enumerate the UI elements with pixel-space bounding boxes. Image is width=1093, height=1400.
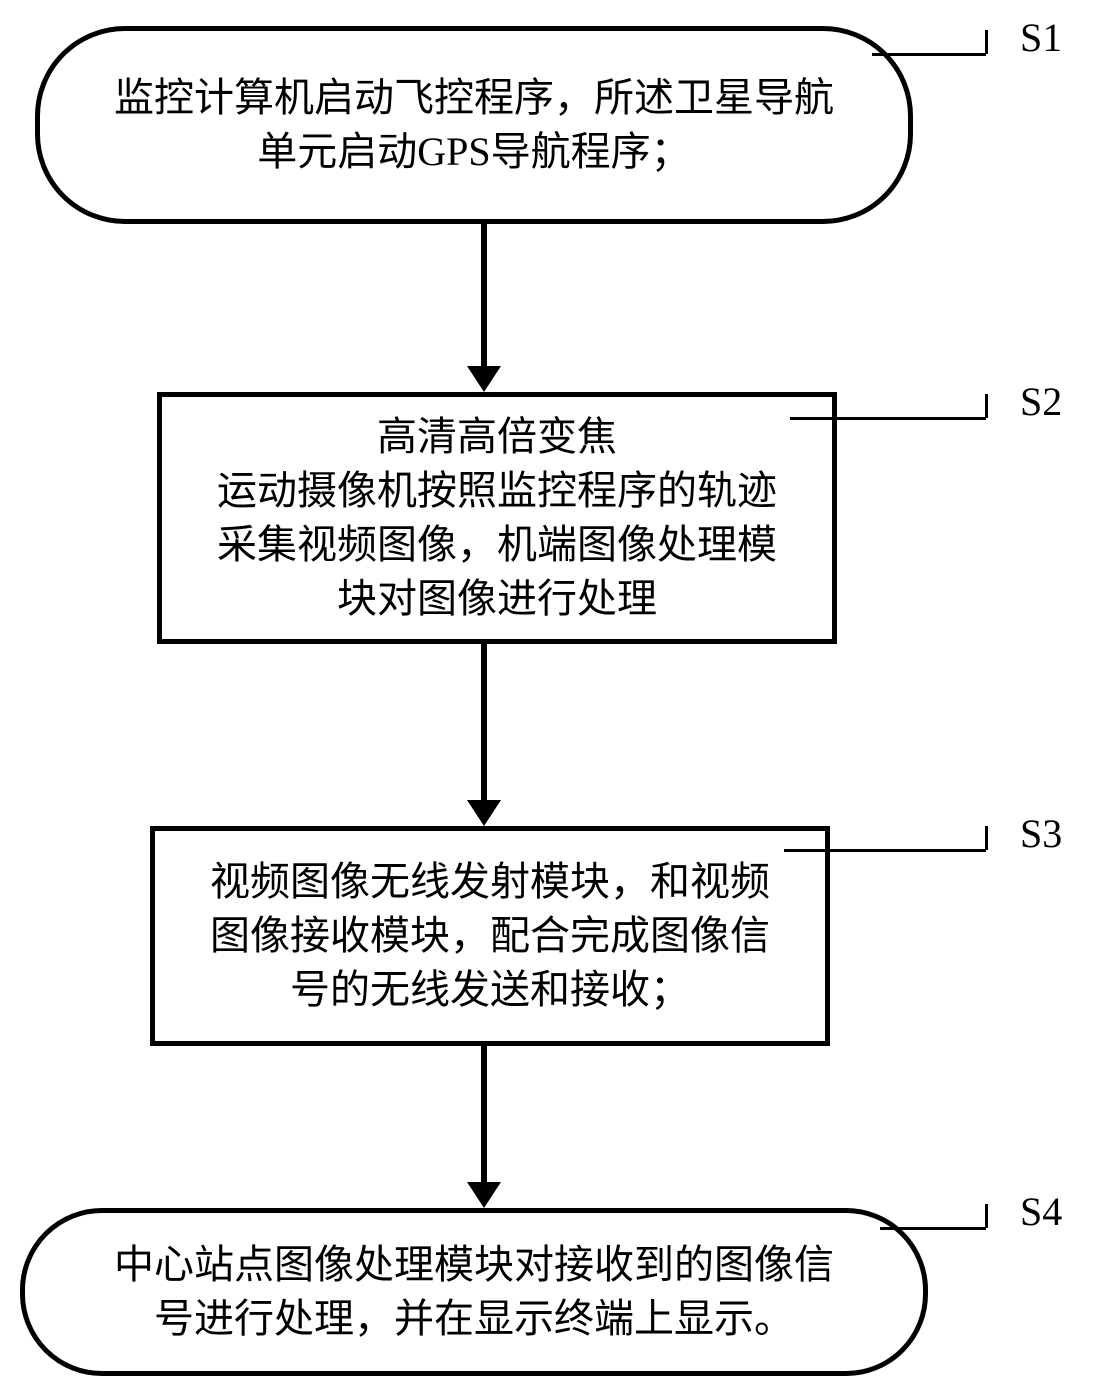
arrow-head-1	[467, 800, 501, 826]
arrow-line-2	[481, 1046, 487, 1182]
arrow-line-0	[481, 224, 487, 366]
leader-h-S2	[790, 417, 986, 420]
step-label-S1: S1	[1020, 14, 1062, 61]
leader-v-S1	[985, 30, 988, 54]
leader-h-S4	[880, 1227, 986, 1230]
flow-node-text-S1: 监控计算机启动飞控程序，所述卫星导航 单元启动GPS导航程序；	[40, 71, 908, 179]
step-label-S4: S4	[1020, 1188, 1062, 1235]
arrow-head-2	[467, 1182, 501, 1208]
arrow-head-0	[467, 366, 501, 392]
flow-node-S4: 中心站点图像处理模块对接收到的图像信 号进行处理，并在显示终端上显示。	[20, 1208, 928, 1376]
leader-v-S3	[985, 826, 988, 850]
step-label-S3: S3	[1020, 810, 1062, 857]
flow-node-text-S2: 高清高倍变焦 运动摄像机按照监控程序的轨迹 采集视频图像，机端图像处理模 块对图…	[162, 410, 832, 626]
flow-node-S1: 监控计算机启动飞控程序，所述卫星导航 单元启动GPS导航程序；	[35, 26, 913, 224]
leader-v-S4	[985, 1204, 988, 1228]
flow-node-S2: 高清高倍变焦 运动摄像机按照监控程序的轨迹 采集视频图像，机端图像处理模 块对图…	[157, 392, 837, 644]
flowchart-canvas: 监控计算机启动飞控程序，所述卫星导航 单元启动GPS导航程序； S1 高清高倍变焦 …	[0, 0, 1093, 1400]
step-label-S2: S2	[1020, 378, 1062, 425]
leader-v-S2	[985, 394, 988, 418]
flow-node-text-S4: 中心站点图像处理模块对接收到的图像信 号进行处理，并在显示终端上显示。	[25, 1238, 923, 1346]
leader-h-S3	[784, 849, 986, 852]
leader-h-S1	[872, 53, 986, 56]
flow-node-S3: 视频图像无线发射模块，和视频 图像接收模块，配合完成图像信 号的无线发送和接收；	[150, 826, 830, 1046]
arrow-line-1	[481, 644, 487, 800]
flow-node-text-S3: 视频图像无线发射模块，和视频 图像接收模块，配合完成图像信 号的无线发送和接收；	[155, 855, 825, 1017]
